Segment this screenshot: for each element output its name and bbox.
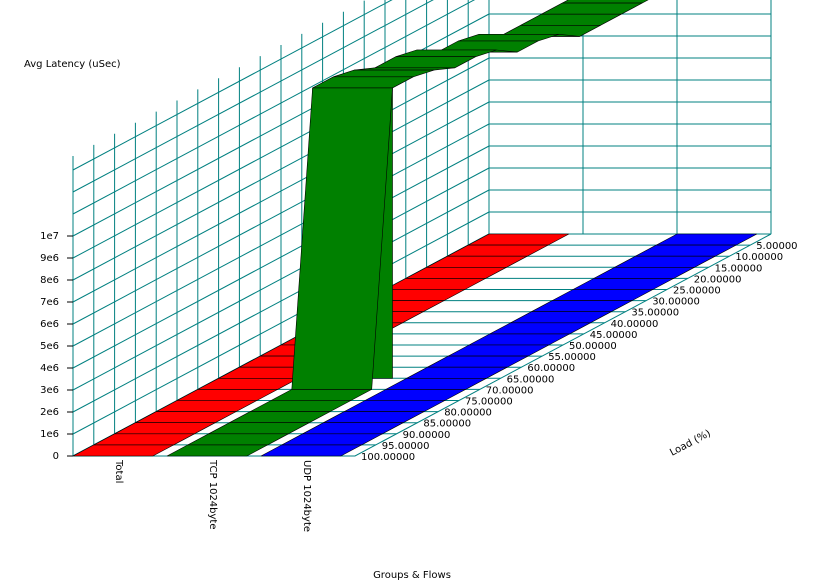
wall-grid-hline [72,0,393,171]
load-label: 75.00000 [465,397,513,408]
load-label: 95.00000 [382,441,430,452]
wall-grid-hline [72,145,490,369]
category-label: UDP 1024byte [301,460,312,532]
series-cell-tcp-1024byte [395,49,497,58]
load-label: 20.00000 [694,274,742,285]
series-cell-tcp-1024byte [520,13,622,26]
load-label: 65.00000 [507,374,555,385]
y-tick-label: 4e6 [40,363,59,374]
y-tick-label: 1e7 [40,231,59,242]
load-label: 35.00000 [631,308,679,319]
series-cell-tcp-1024byte [333,69,435,78]
load-label: 10.00000 [735,252,783,263]
series-cell-tcp-1024byte [354,67,455,71]
load-label: 40.00000 [611,319,659,330]
load-label: 25.00000 [673,286,721,297]
load-label: 30.00000 [652,297,700,308]
y-tick-label: 9e6 [40,253,59,264]
x-axis-title: Groups & Flows [373,570,451,581]
wall-grid-hline [72,0,434,193]
y-tick-labels: 0 1e6 2e6 3e6 4e6 5e6 6e6 7e6 8e6 9e6 1e7 [40,231,73,462]
wall-grid-hline [72,79,490,303]
y-tick-label: 8e6 [40,275,59,286]
load-labels: 5.0000010.0000015.0000020.0000025.000003… [361,241,798,463]
wall-grid-hline [72,167,490,391]
load-label: 55.00000 [548,352,596,363]
wall-grid-hline [72,123,490,347]
load-label: 100.00000 [361,452,415,463]
y-tick-label: 2e6 [40,407,59,418]
series-cell-tcp-1024byte [374,56,476,69]
load-label: 5.00000 [756,241,797,252]
z-axis-title: Load (%) [668,428,713,459]
wall-grid-hline [72,57,490,281]
load-label: 60.00000 [527,363,575,374]
series-cell-udp-1024byte [260,444,362,457]
category-label: Total [113,459,124,483]
load-label: 90.00000 [403,430,451,441]
series-cell-tcp-1024byte [562,0,649,4]
load-label: 80.00000 [444,408,492,419]
y-tick-label: 1e6 [40,429,59,440]
series-cell-tcp-1024byte [458,33,559,42]
category-label: TCP 1024byte [207,459,218,530]
series-cell-tcp-1024byte [166,444,268,457]
load-label: 45.00000 [590,330,638,341]
y-tick-label: 0 [53,451,59,462]
series-cell-tcp-1024byte [541,2,643,15]
y-tick-label: 3e6 [40,385,59,396]
wall-grid-hline [72,189,490,413]
wall-grid-hline [72,0,476,215]
load-label: 70.00000 [486,385,534,396]
category-labels: Total TCP 1024byte UDP 1024byte [113,459,312,532]
y-axis-title: Avg Latency (uSec) [24,59,121,70]
load-label: 50.00000 [569,341,617,352]
load-label: 85.00000 [423,419,471,430]
load-label: 15.00000 [715,263,763,274]
series-ribbons [72,0,758,457]
wall-grid-hline [72,211,490,435]
y-tick-label: 7e6 [40,297,59,308]
series-cell-total [72,444,174,457]
y-tick-label: 5e6 [40,341,59,352]
y-tick-label: 6e6 [40,319,59,330]
wall-grid-hline [72,101,490,325]
